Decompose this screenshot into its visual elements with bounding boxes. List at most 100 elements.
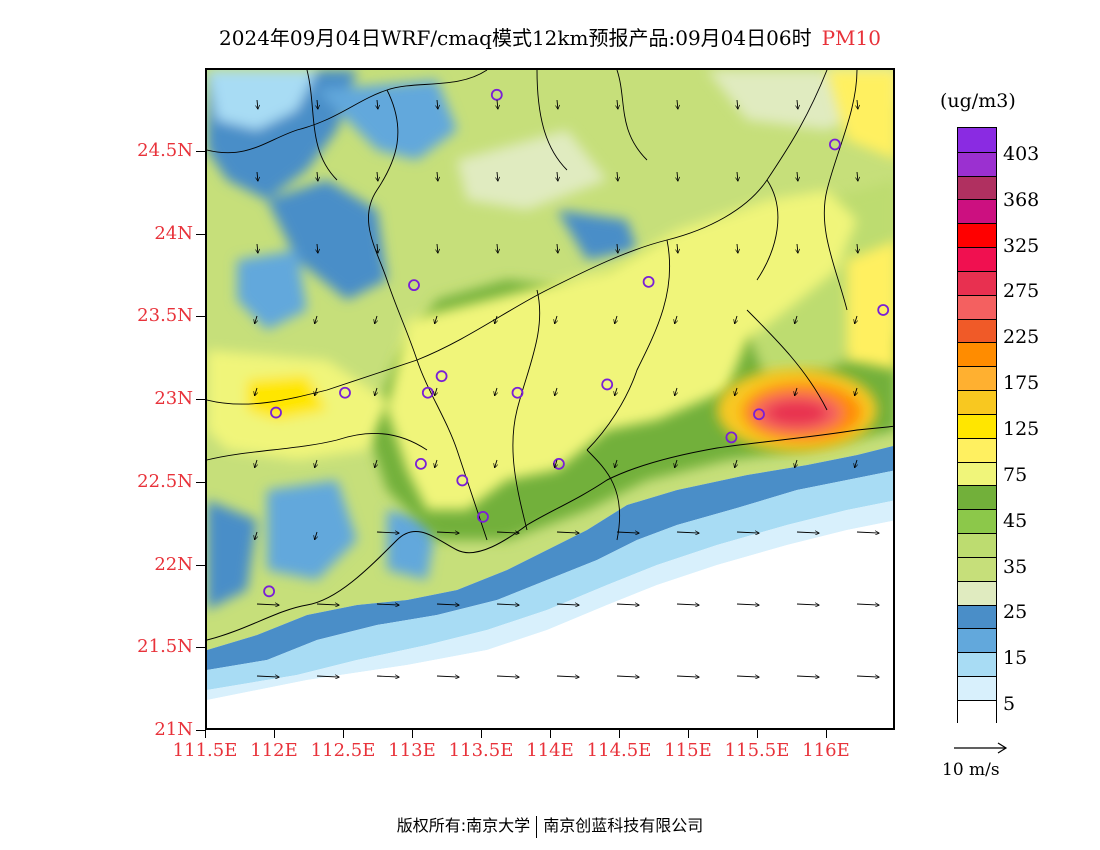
wind-arrow [316,604,339,605]
wind-arrow [317,171,318,181]
lat-tick-label: 21N [154,719,193,740]
wind-arrow [735,387,737,396]
wind-arrow [675,459,677,468]
species-label: PM10 [821,26,881,50]
wind-arrow [617,99,618,109]
lon-tick-label: 114E [526,740,574,761]
station-markers [263,88,890,598]
legend-swatch [958,366,996,391]
lat-tick-mark [196,399,205,400]
wind-arrow [315,387,317,396]
wind-arrow [557,99,558,109]
legend-swatch [958,270,996,295]
wind-arrow [616,676,639,677]
wind-arrow [615,459,617,468]
legend-unit: (ug/m3) [940,90,1016,112]
lon-tick-label: 116E [802,740,850,761]
wind-arrow [497,171,498,181]
lat-tick-mark [196,233,205,235]
wind-arrow [436,532,459,533]
wind-arrow [376,604,399,605]
wind-arrow [796,604,819,605]
wind-arrow [375,315,377,324]
lon-tick-label: 113E [388,740,436,761]
lon-tick-mark [274,730,275,738]
wind-arrow [495,387,497,396]
lon-tick-mark [826,730,827,738]
lat-tick-label: 23N [154,388,193,409]
wind-arrow [315,459,317,468]
lat-tick-mark [196,564,205,566]
wind-arrow [497,243,498,253]
wind-arrow [797,243,798,253]
wind-arrow [857,99,858,109]
wind-arrow [255,531,257,540]
legend-swatch [958,461,996,486]
station-marker [725,431,738,444]
pollution-hotspot [717,368,877,452]
lat-tick-mark [196,316,205,318]
wind-arrow [317,99,318,109]
wind-arrow [856,676,879,677]
legend-value-label: 225 [1003,326,1040,349]
wind-arrow [795,315,797,324]
wind-arrow [555,387,557,396]
lat-tick-mark [196,150,205,152]
legend-swatch [958,390,996,414]
station-marker [263,585,275,598]
legend-value-label: 35 [1003,555,1028,578]
wind-arrow [676,532,699,533]
wind-arrow [735,315,737,324]
wind-arrow [617,243,618,253]
wind-arrow [375,387,377,396]
station-marker [601,378,614,391]
wind-arrow [797,171,798,181]
legend-swatch [958,318,996,343]
legend-value-label: 75 [1003,463,1028,486]
pm10-map [205,68,895,730]
lon-tick-label: 112E [250,740,298,761]
legend-value-label: 125 [1003,418,1040,440]
lon-tick-label: 115E [664,740,712,761]
footer-separator [536,815,538,838]
wind-arrow [736,676,759,677]
wind-arrow [436,604,459,605]
wind-arrow [855,387,857,396]
wind-arrow [737,243,738,253]
station-marker [421,386,434,399]
wind-arrow [256,676,279,677]
wind-arrow [557,171,558,181]
wind-arrow [377,243,378,253]
footer-copyright: 版权所有:南京大学 [396,816,531,835]
legend-value-label: 5 [1003,693,1016,716]
station-marker [511,386,524,399]
wind-arrow [376,676,399,677]
coastal-band-pale [207,500,893,700]
wind-arrow [556,532,579,533]
station-marker [435,370,448,383]
wind-arrow [315,531,317,540]
legend-swatch [958,580,996,605]
wind-arrow [256,604,279,605]
legend-swatch [958,604,996,629]
lon-tick-label: 113.5E [448,740,514,761]
wind-arrow [376,532,399,533]
wind-arrow [316,676,339,677]
map-canvas [207,70,893,728]
legend-swatch [958,175,996,200]
wind-arrow [556,676,579,677]
lon-tick-label: 112.5E [310,740,376,761]
wind-arrow [737,171,738,181]
wind-arrow [496,676,519,677]
lon-tick-mark [619,730,620,738]
wind-arrow [676,676,699,677]
legend-swatch [958,294,996,319]
wind-reference-arrow [954,742,1008,754]
wind-arrow [257,243,258,253]
wind-arrow [797,99,798,109]
lon-tick-mark [757,730,758,738]
legend-swatch [958,556,996,581]
wind-arrow [677,99,678,109]
high-pm-regions [207,70,893,510]
